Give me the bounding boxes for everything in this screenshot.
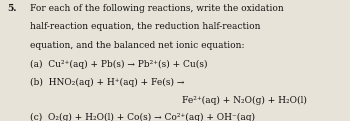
- Text: equation, and the balanced net ionic equation:: equation, and the balanced net ionic equ…: [30, 41, 244, 50]
- Text: Fe²⁺(aq) + N₂O(g) + H₂O(l): Fe²⁺(aq) + N₂O(g) + H₂O(l): [182, 96, 307, 105]
- Text: (c)  O₂(g) + H₂O(l) + Co(s) → Co²⁺(aq) + OH⁻(aq): (c) O₂(g) + H₂O(l) + Co(s) → Co²⁺(aq) + …: [30, 113, 255, 121]
- Text: For each of the following reactions, write the oxidation: For each of the following reactions, wri…: [30, 4, 284, 13]
- Text: (a)  Cu²⁺(aq) + Pb(s) → Pb²⁺(s) + Cu(s): (a) Cu²⁺(aq) + Pb(s) → Pb²⁺(s) + Cu(s): [30, 60, 207, 69]
- Text: (b)  HNO₂(aq) + H⁺(aq) + Fe(s) →: (b) HNO₂(aq) + H⁺(aq) + Fe(s) →: [30, 78, 184, 87]
- Text: 5.: 5.: [8, 4, 17, 13]
- Text: half-reaction equation, the reduction half-reaction: half-reaction equation, the reduction ha…: [30, 22, 260, 31]
